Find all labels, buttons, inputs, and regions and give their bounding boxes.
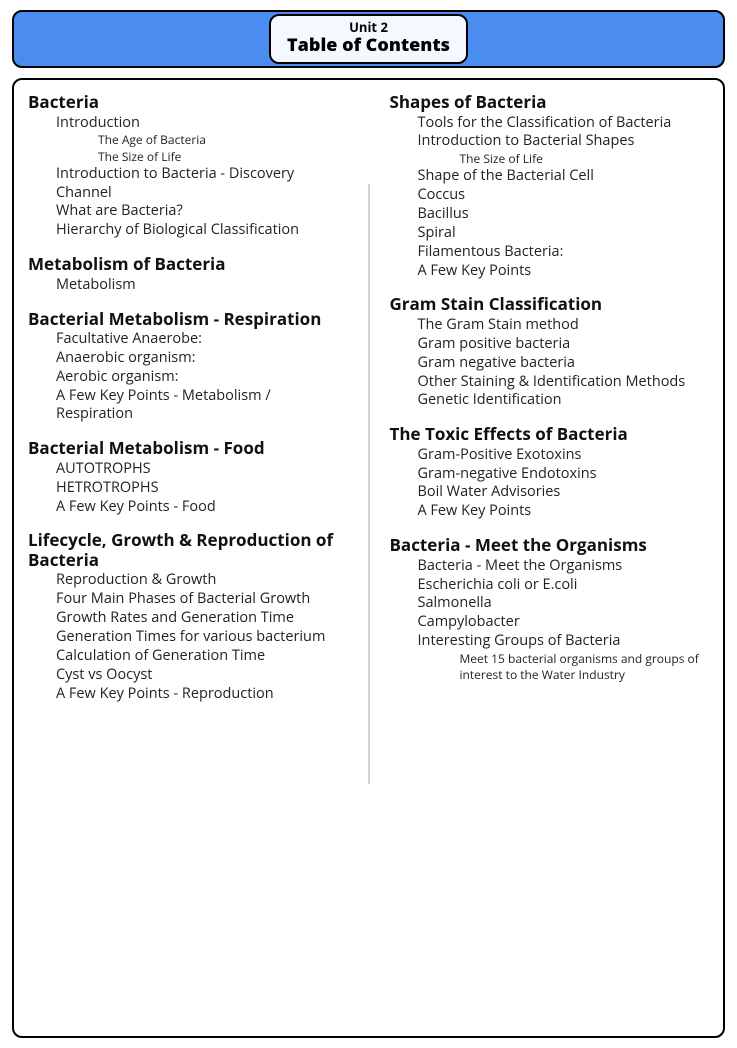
toc-entry[interactable]: AUTOTROPHS [28,460,348,479]
toc-entry[interactable]: Calculation of Generation Time [28,647,348,666]
header-bar: Unit 2 Table of Contents [12,10,725,68]
section-title[interactable]: Lifecycle, Growth & Reproduction of Bact… [28,530,348,569]
toc-entry[interactable]: A Few Key Points [390,262,710,281]
section-title[interactable]: Shapes of Bacteria [390,92,710,112]
toc-entry[interactable]: A Few Key Points - Food [28,498,348,517]
toc-entry[interactable]: Cyst vs Oocyst [28,666,348,685]
toc-section: Metabolism of Bacteria Metabolism [28,254,348,294]
toc-entry[interactable]: Facultative Anaerobe: [28,330,348,349]
toc-entry[interactable]: Salmonella [390,594,710,613]
toc-section: Gram Stain Classification The Gram Stain … [390,294,710,410]
toc-entry[interactable]: Hierarchy of Biological Classification [28,221,348,240]
toc-entry[interactable]: A Few Key Points [390,502,710,521]
toc-entry[interactable]: Interesting Groups of Bacteria [390,632,710,651]
toc-entry[interactable]: Escherichia coli or E.coli [390,576,710,595]
toc-entry[interactable]: Genetic Identification [390,391,710,410]
columns: BacteriaIntroductionThe Age of BacteriaT… [28,92,709,1024]
toc-subentry[interactable]: Meet 15 bacterial organisms and groups o… [390,651,710,683]
toc-entry[interactable]: Gram-negative Endotoxins [390,465,710,484]
toc-entry[interactable]: Boil Water Advisories [390,483,710,502]
column-right: Shapes of Bacteria Tools for the Classifi… [390,92,710,1024]
column-left: Bacteria IntroductionThe Age of BacteriaT… [28,92,348,1024]
toc-entry[interactable]: Shape of the Bacterial Cell [390,167,710,186]
toc-entry[interactable]: HETROTROPHS [28,479,348,498]
toc-subentry[interactable]: The Size of Life [28,149,348,165]
toc-entry[interactable]: Aerobic organism: [28,368,348,387]
toc-section: Lifecycle, Growth & Reproduction of Bact… [28,530,348,703]
toc-subentry[interactable]: The Age of Bacteria [28,132,348,148]
toc-subentry[interactable]: The Size of Life [390,151,710,167]
section-title[interactable]: Bacteria - Meet the Organisms [390,535,710,555]
toc-entry[interactable]: Reproduction & Growth [28,571,348,590]
toc-entry[interactable]: What are Bacteria? [28,202,348,221]
header-pill: Unit 2 Table of Contents [269,14,468,64]
toc-entry[interactable]: Tools for the Classification of Bacteria [390,114,710,133]
toc-entry[interactable]: The Gram Stain method [390,316,710,335]
section-title[interactable]: Bacterial Metabolism - Respiration [28,309,348,329]
section-title[interactable]: Gram Stain Classification [390,294,710,314]
toc-section: The Toxic Effects of Bacteria Gram-Positi… [390,424,710,521]
toc-entry[interactable]: A Few Key Points - Metabolism / Respirat… [28,387,348,425]
toc-section: Bacterial Metabolism - Food AUTOTROPHSHET… [28,438,348,516]
toc-section: Bacterial Metabolism - RespirationFacult… [28,309,348,425]
toc-entry[interactable]: Anaerobic organism: [28,349,348,368]
section-title[interactable]: The Toxic Effects of Bacteria [390,424,710,444]
toc-entry[interactable]: Introduction to Bacteria - Discovery Cha… [28,165,348,203]
toc-entry[interactable]: Other Staining & Identification Methods [390,373,710,392]
section-title[interactable]: Metabolism of Bacteria [28,254,348,274]
toc-section: Bacteria - Meet the Organisms Bacteria - … [390,535,710,683]
toc-entry[interactable]: Metabolism [28,276,348,295]
toc-entry[interactable]: Filamentous Bacteria: [390,243,710,262]
toc-entry[interactable]: Campylobacter [390,613,710,632]
toc-entry[interactable]: Growth Rates and Generation Time [28,609,348,628]
content-box: BacteriaIntroductionThe Age of BacteriaT… [12,78,725,1038]
toc-entry[interactable]: Gram negative bacteria [390,354,710,373]
toc-entry[interactable]: Bacteria - Meet the Organisms [390,557,710,576]
toc-section: Shapes of Bacteria Tools for the Classifi… [390,92,710,280]
toc-entry[interactable]: Gram positive bacteria [390,335,710,354]
toc-entry[interactable]: A Few Key Points - Reproduction [28,685,348,704]
toc-section: Bacteria IntroductionThe Age of BacteriaT… [28,92,348,240]
toc-entry[interactable]: Coccus [390,186,710,205]
column-divider [368,184,370,784]
toc-entry[interactable]: Introduction [28,114,348,133]
page-title: Table of Contents [287,35,450,56]
section-title[interactable]: Bacterial Metabolism - Food [28,438,348,458]
toc-entry[interactable]: Introduction to Bacterial Shapes [390,132,710,151]
toc-entry[interactable]: Generation Times for various bacterium [28,628,348,647]
section-title[interactable]: Bacteria [28,92,348,112]
toc-entry[interactable]: Spiral [390,224,710,243]
toc-entry[interactable]: Gram-Positive Exotoxins [390,446,710,465]
toc-entry[interactable]: Four Main Phases of Bacterial Growth [28,590,348,609]
toc-entry[interactable]: Bacillus [390,205,710,224]
